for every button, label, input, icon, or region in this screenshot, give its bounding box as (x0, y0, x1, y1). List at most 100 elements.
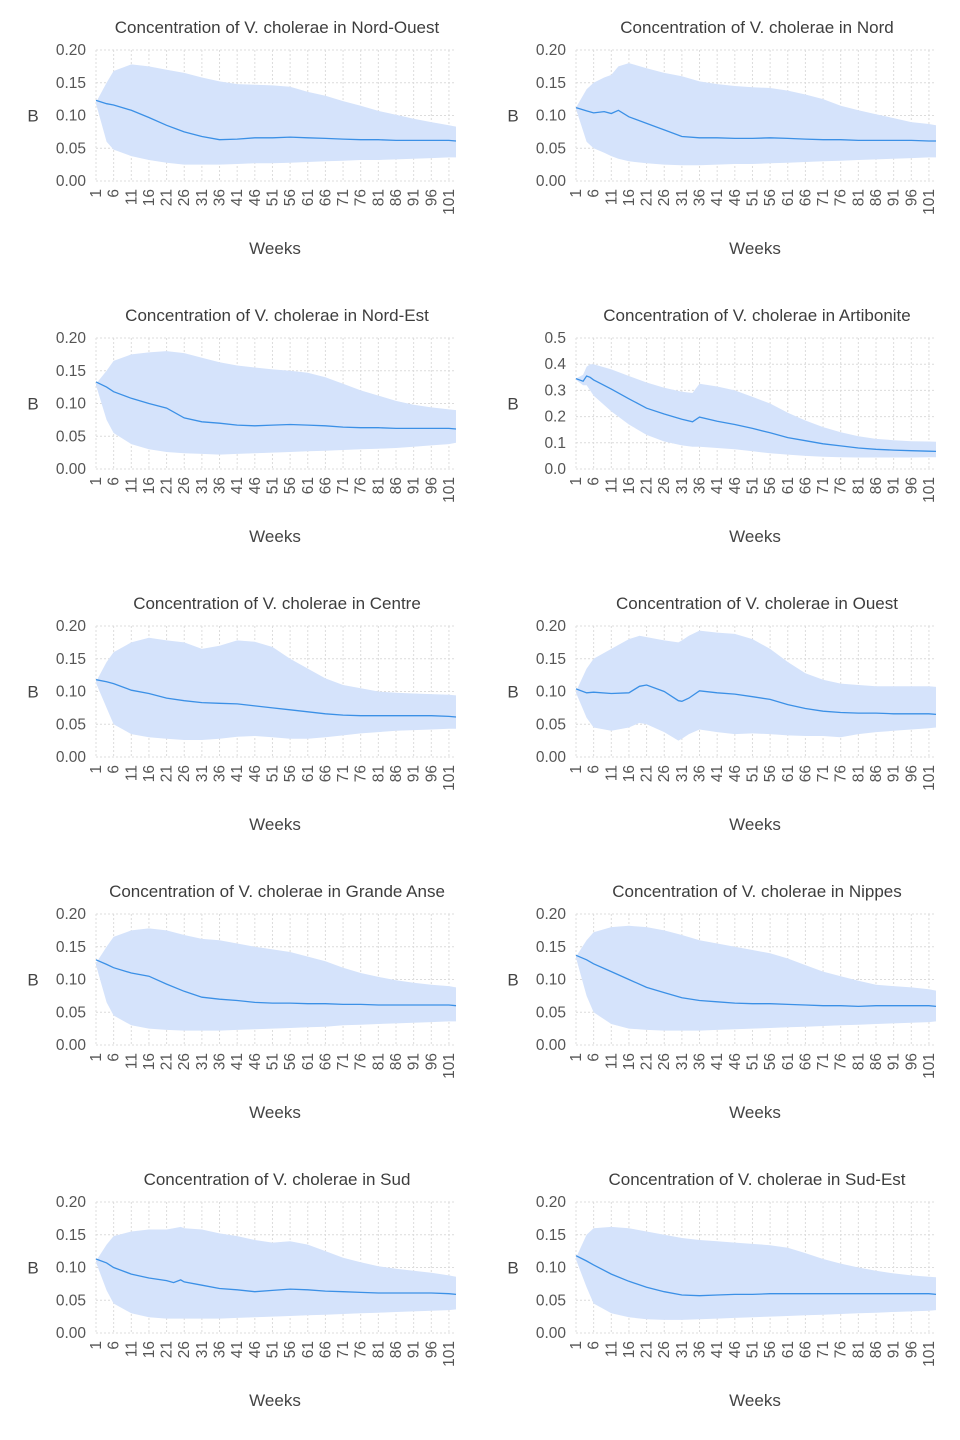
y-tick-label: 0.00 (56, 1325, 87, 1342)
x-tick-label: 101 (441, 1053, 458, 1079)
x-tick-label: 26 (176, 1053, 193, 1070)
x-tick-label: 51 (744, 477, 761, 494)
x-tick-label: 46 (247, 477, 264, 494)
x-tick-label: 91 (406, 765, 423, 782)
mean-line (95, 1258, 457, 1296)
x-tick-label: 16 (621, 1053, 638, 1070)
x-tick-label: 31 (674, 765, 691, 782)
y-tick-label: 0.20 (536, 1194, 567, 1211)
chart-panel: Concentration of V. cholerae in Nord-Oue… (27, 18, 458, 258)
x-tick-label: 26 (176, 765, 193, 782)
chart-title: Concentration of V. cholerae in Nord-Oue… (115, 18, 440, 37)
chart-title: Concentration of V. cholerae in Grande A… (109, 882, 445, 901)
x-tick-label: 56 (762, 189, 779, 206)
x-axis-label: Weeks (249, 527, 301, 546)
x-tick-label: 1 (568, 477, 585, 486)
x-tick-label: 1 (568, 189, 585, 198)
y-axis-label: B (27, 971, 38, 990)
x-tick-label: 76 (353, 1053, 370, 1070)
x-tick-label: 86 (868, 1053, 885, 1070)
x-tick-label: 21 (639, 765, 656, 782)
x-tick-label: 21 (159, 765, 176, 782)
x-tick-label: 16 (141, 1053, 158, 1070)
x-tick-label: 96 (423, 1053, 440, 1070)
x-tick-label: 81 (850, 189, 867, 206)
x-tick-label: 11 (603, 477, 620, 493)
x-tick-label: 61 (780, 477, 797, 494)
x-tick-label: 101 (921, 189, 938, 215)
y-tick-label: 0.05 (536, 140, 566, 157)
x-tick-label: 66 (797, 1053, 814, 1070)
x-tick-label: 21 (159, 1341, 176, 1358)
y-tick-label: 0.10 (56, 396, 87, 413)
x-tick-label: 61 (300, 765, 317, 782)
y-tick-label: 0.15 (536, 1227, 566, 1244)
x-tick-label: 61 (300, 477, 317, 494)
x-axis-label: Weeks (729, 527, 781, 546)
chart-panel: Concentration of V. cholerae in Sud-Est 0… (507, 1170, 938, 1410)
x-tick-label: 31 (194, 477, 211, 494)
y-tick-label: 0.00 (536, 749, 567, 766)
x-tick-label: 11 (603, 189, 620, 205)
x-tick-label: 11 (123, 1341, 140, 1357)
x-tick-label: 91 (886, 765, 903, 782)
x-tick-label: 36 (212, 1341, 229, 1358)
x-tick-label: 31 (674, 477, 691, 494)
x-tick-label: 66 (317, 1053, 334, 1070)
x-tick-label: 86 (388, 1341, 405, 1358)
x-tick-label: 36 (692, 477, 709, 494)
x-tick-label: 91 (406, 1341, 423, 1358)
x-tick-label: 96 (423, 477, 440, 494)
mean-line (95, 99, 457, 142)
y-tick-label: 0.20 (56, 42, 87, 59)
confidence-band (96, 637, 456, 740)
x-tick-label: 96 (903, 765, 920, 782)
x-tick-label: 96 (903, 1341, 920, 1358)
x-axis-label: Weeks (729, 815, 781, 834)
mean-line (575, 954, 937, 1008)
mean-line (575, 1255, 937, 1297)
x-tick-label: 71 (815, 765, 832, 782)
x-tick-label: 1 (88, 477, 105, 486)
x-tick-label: 1 (88, 1341, 105, 1350)
x-tick-label: 56 (762, 477, 779, 494)
x-tick-label: 86 (868, 1341, 885, 1358)
chart-panel: Concentration of V. cholerae in Ouest 0.0… (507, 594, 938, 834)
x-tick-label: 51 (264, 477, 281, 494)
x-tick-label: 36 (212, 189, 229, 206)
y-tick-label: 0.20 (536, 906, 567, 923)
x-tick-label: 61 (780, 1053, 797, 1070)
x-axis-label: Weeks (249, 1103, 301, 1122)
y-tick-label: 0.10 (56, 108, 87, 125)
x-tick-label: 66 (797, 477, 814, 494)
x-tick-label: 91 (406, 189, 423, 206)
x-axis-label: Weeks (249, 239, 301, 258)
x-axis-label: Weeks (729, 1391, 781, 1410)
x-tick-label: 81 (370, 477, 387, 494)
y-tick-label: 0.20 (536, 42, 567, 59)
x-tick-label: 101 (441, 477, 458, 503)
confidence-band (576, 925, 936, 1031)
x-tick-label: 46 (247, 1341, 264, 1358)
x-tick-label: 46 (727, 477, 744, 494)
x-tick-label: 71 (335, 477, 352, 494)
x-tick-label: 16 (141, 1341, 158, 1358)
x-tick-label: 56 (282, 189, 299, 206)
x-tick-label: 101 (441, 1341, 458, 1367)
x-tick-label: 96 (423, 765, 440, 782)
x-tick-label: 56 (762, 1341, 779, 1358)
x-tick-label: 61 (780, 1341, 797, 1358)
x-tick-label: 56 (282, 1341, 299, 1358)
x-tick-label: 81 (370, 765, 387, 782)
x-tick-label: 91 (886, 189, 903, 206)
x-tick-label: 36 (212, 1053, 229, 1070)
x-tick-label: 86 (388, 765, 405, 782)
x-tick-label: 41 (229, 189, 246, 206)
x-tick-label: 76 (833, 189, 850, 206)
confidence-band (576, 63, 936, 166)
y-tick-label: 0.3 (544, 382, 566, 399)
y-axis-label: B (507, 107, 518, 126)
x-tick-label: 51 (744, 1053, 761, 1070)
x-tick-label: 71 (815, 477, 832, 494)
x-axis-label: Weeks (729, 239, 781, 258)
